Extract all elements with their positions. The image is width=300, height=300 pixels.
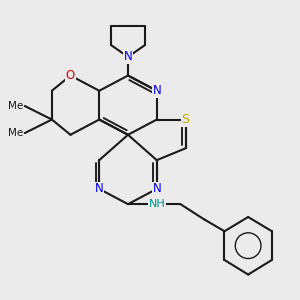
- Text: S: S: [182, 113, 190, 126]
- Text: Me: Me: [8, 101, 23, 111]
- Text: O: O: [66, 69, 75, 82]
- Text: NH: NH: [148, 199, 165, 209]
- Text: N: N: [152, 182, 161, 195]
- Text: N: N: [124, 50, 132, 63]
- Text: Me: Me: [8, 128, 23, 138]
- Text: N: N: [95, 182, 103, 195]
- Text: N: N: [152, 84, 161, 97]
